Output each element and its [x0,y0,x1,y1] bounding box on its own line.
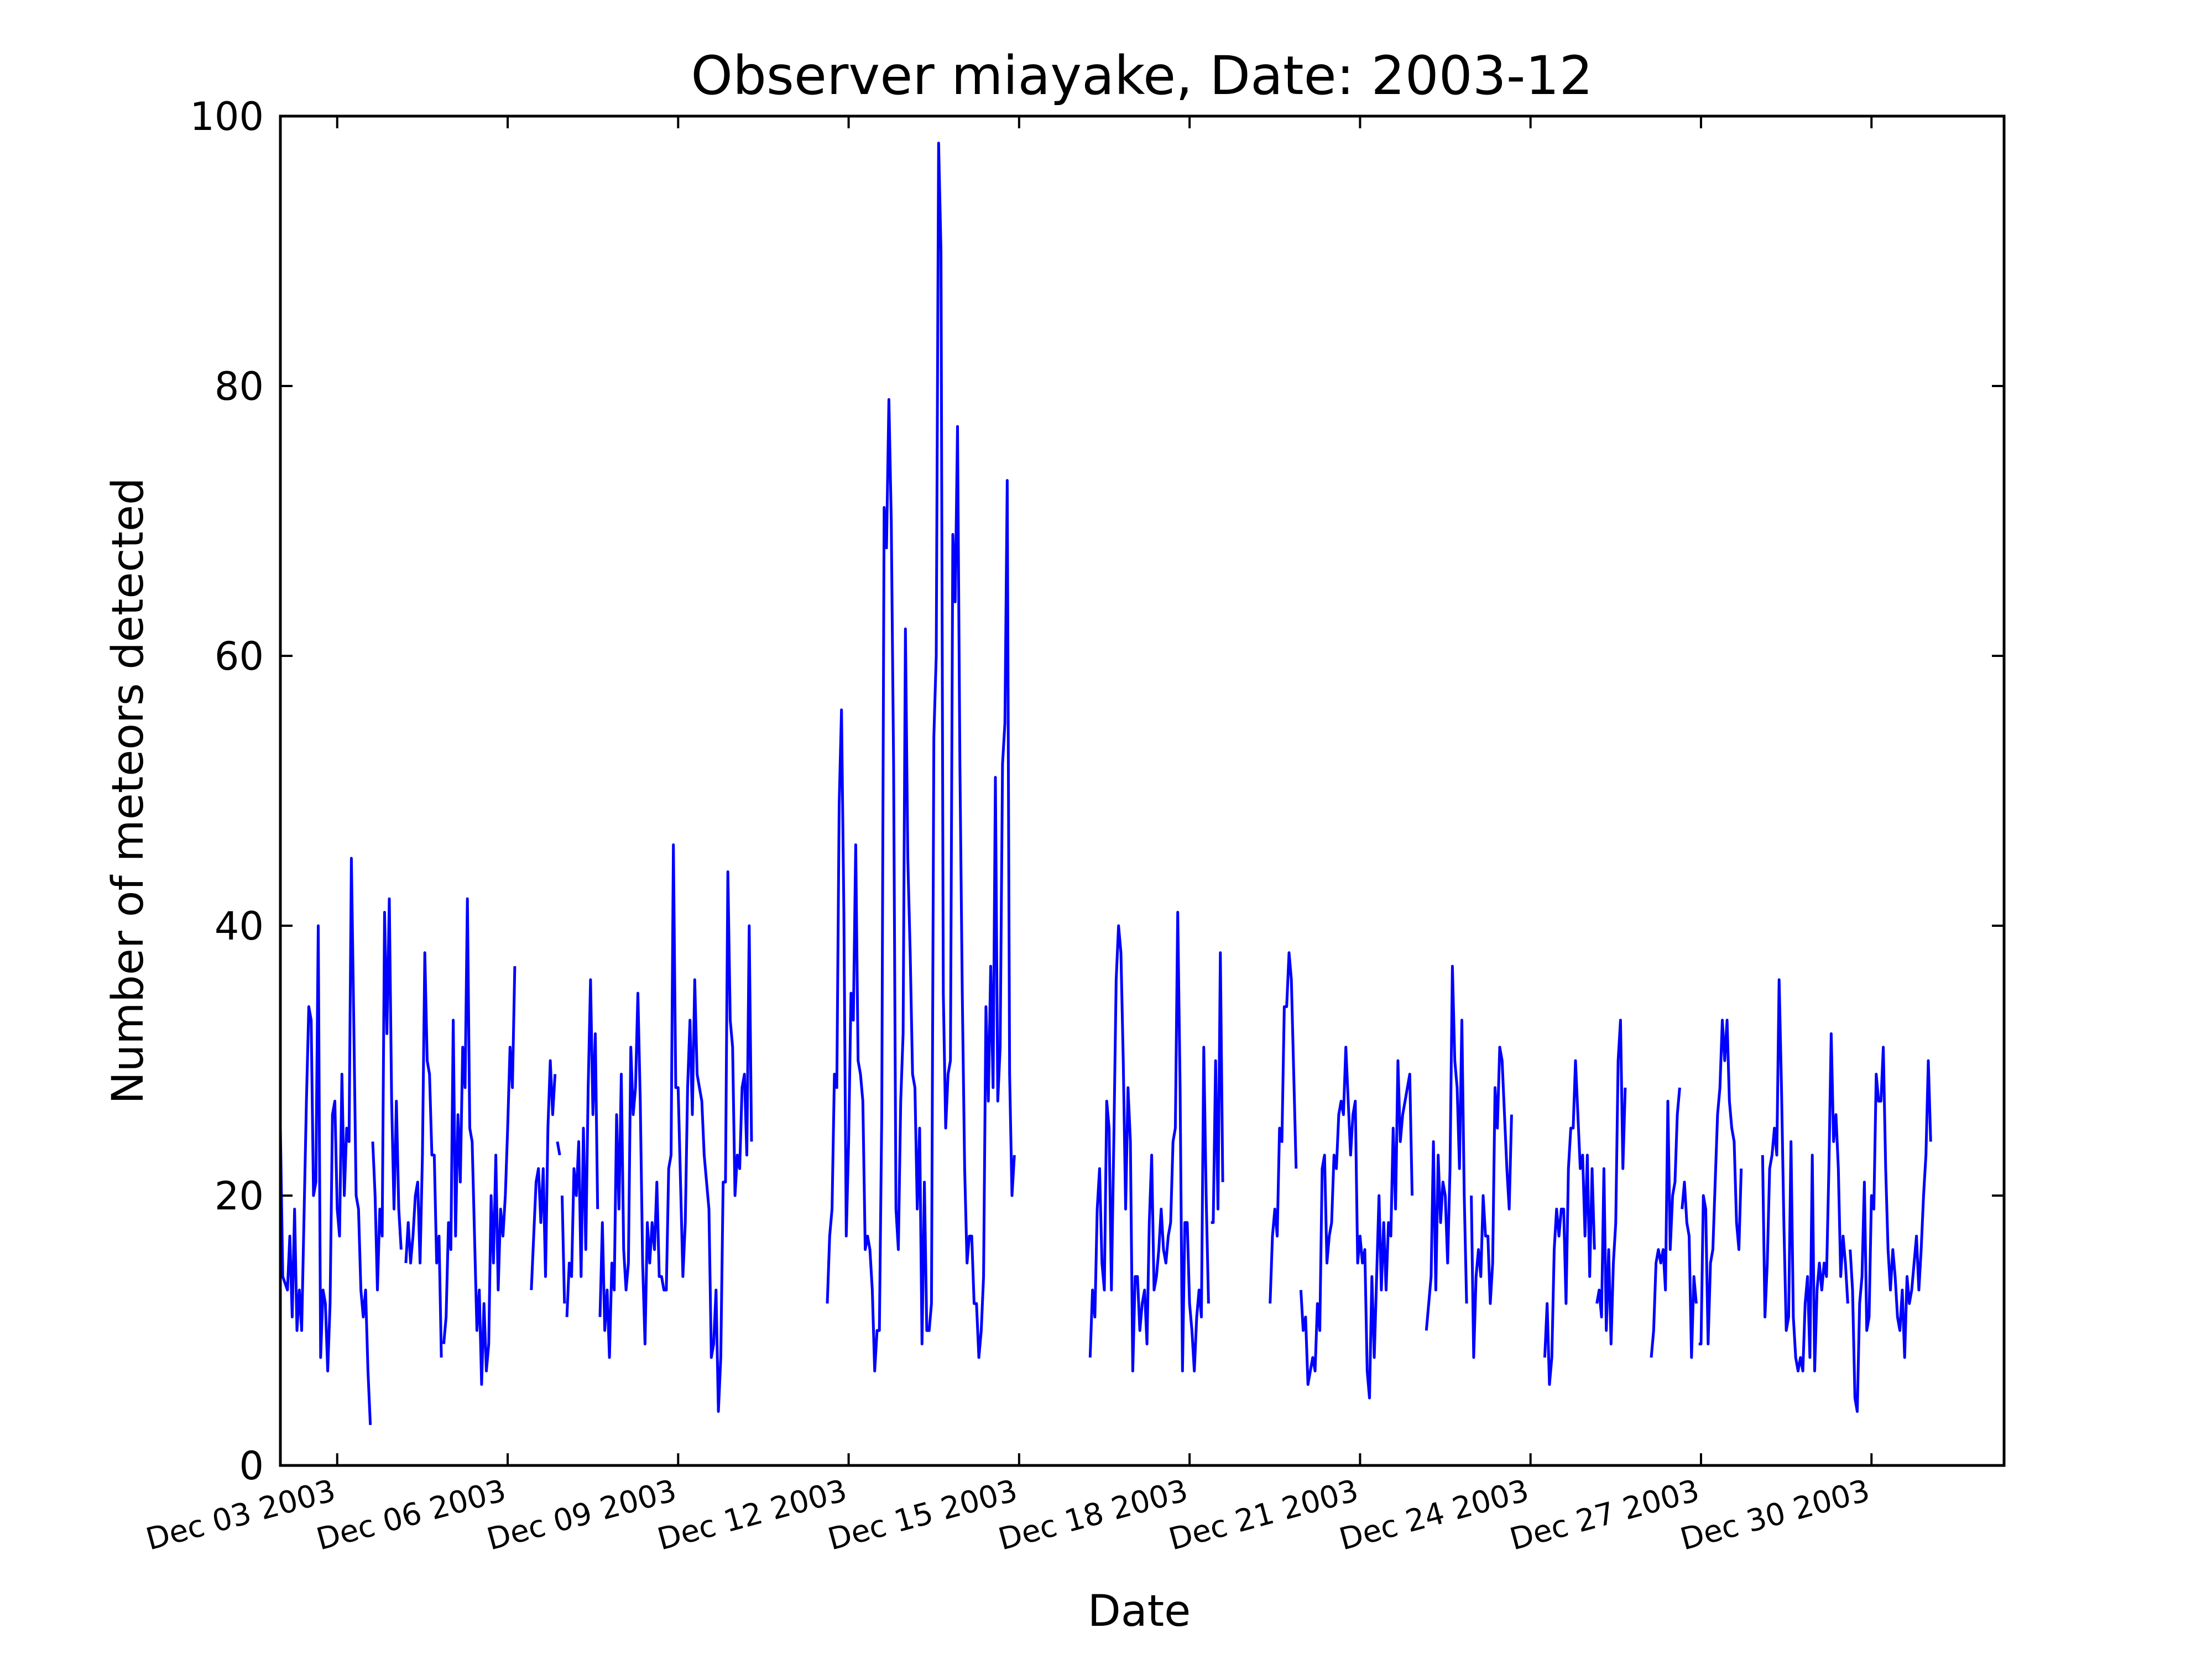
y-axis: 0 20 40 60 80 100 [190,94,2004,1489]
series-line-segment-0 [279,857,372,1425]
plot-background [280,116,2004,1465]
y-tick-label: 60 [215,634,264,679]
series-line-segment-17 [1595,1019,1627,1345]
series-line-segment-11 [1211,951,1224,1224]
series-line-segment-1 [371,897,403,1292]
series-line-segment-19 [1681,1181,1698,1359]
series-line-segment-8 [598,843,753,1413]
series-line-segment-4 [530,1059,557,1290]
series-line-segment-16 [1543,1059,1596,1386]
y-tick-label: 80 [215,364,264,409]
series-line-segment-15 [1470,1046,1513,1359]
series-line-segment-21 [1761,978,1849,1373]
series-line-segment-14 [1425,964,1468,1331]
series-line-segment-22 [1849,1046,1932,1413]
series-line-segment-7 [565,978,599,1317]
y-axis-label: Number of meteors detected [103,478,153,1104]
series-line-segment-10 [1088,911,1210,1373]
y-tick-label: 100 [190,94,264,139]
series-line-segment-18 [1650,1087,1681,1358]
series-line-segment-12 [1269,951,1298,1304]
series-line-segment-20 [1698,1019,1743,1345]
y-tick-label: 20 [215,1173,264,1219]
series-line-segment-6 [561,1195,566,1304]
x-axis-label: Date [1088,1587,1191,1636]
y-tick-label: 0 [239,1443,264,1489]
plot-frame [279,114,2006,1467]
series-line-segment-3 [442,897,517,1386]
chart-title: Observer miayake, Date: 2003-12 [691,45,1593,107]
series-line-segment-9 [826,142,1016,1373]
series-line-segment-13 [1299,1046,1414,1400]
series-line-segment-2 [404,951,443,1358]
series-line-segment-5 [556,1141,561,1156]
y-tick-label: 40 [215,904,264,949]
series-group [279,142,1932,1425]
